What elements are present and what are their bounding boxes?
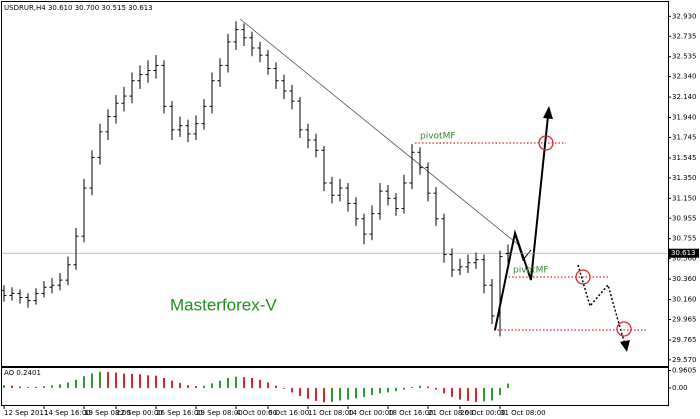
x-tick-label: 29 Sep 08:00 (196, 409, 243, 417)
y-tick-label: 29.965 (672, 315, 697, 323)
y-tick-label: 31.745 (672, 133, 697, 141)
alt-forecast-path (577, 264, 626, 346)
y-tick-label: 32.735 (672, 32, 697, 40)
pivot-circle (538, 135, 554, 151)
x-tick-label: 14 Oct 00:00 (348, 409, 394, 417)
x-tick-label: 18 Oct 16:00 (388, 409, 434, 417)
watermark: Masterforex-V (170, 295, 277, 314)
y-tick-label: 29.765 (672, 336, 697, 344)
x-tick-label: 21 Oct 08:00 (428, 409, 474, 417)
pivot-circle (575, 269, 591, 285)
last-price-label: 30.613 (671, 249, 696, 257)
x-tick-label: 4 Oct 00:00 (236, 409, 277, 417)
y-tick-label: 31.940 (672, 114, 697, 122)
price-panel-frame (1, 1, 669, 367)
y-tick-label: 30.160 (672, 296, 697, 304)
y-tick-label: 30.360 (672, 275, 697, 283)
arrow-head (620, 340, 630, 352)
pivot-circle (616, 321, 632, 337)
last-price-box (669, 248, 699, 258)
x-tick-label: 26 Sep 16:00 (156, 409, 203, 417)
x-tick-label: 19 Sep 08:00 (84, 409, 131, 417)
ao-tick-label: 0.00 (672, 384, 688, 392)
x-tick-label: 22 Sep 00:00 (116, 409, 163, 417)
ao-tick-label: 0.9605 (672, 367, 697, 375)
chart-header: USDRUR,H4 30.610 30.700 30.515 30.613 (4, 4, 153, 12)
y-tick-label: 32.140 (672, 93, 697, 101)
y-tick-label: 32.930 (672, 12, 697, 20)
y-tick-label: 29.570 (672, 356, 697, 364)
y-tick-label: 30.755 (672, 235, 697, 243)
arrow-head (543, 106, 553, 119)
pivot-label: pivotMF (513, 266, 549, 276)
ao-panel-frame (1, 367, 669, 406)
x-tick-label: 31 Oct 08:00 (500, 409, 546, 417)
x-tick-label: 12 Sep 2011 (4, 409, 48, 417)
y-tick-label: 32.340 (672, 73, 697, 81)
pivot-label: pivotMF (420, 132, 456, 142)
x-tick-label: 14 Sep 16:00 (44, 409, 91, 417)
ao-label: AO 0.2401 (4, 369, 41, 377)
x-tick-label: 26 Oct 00:00 (460, 409, 506, 417)
y-tick-label: 30.560 (672, 255, 697, 263)
x-tick-label: 6 Oct 16:00 (268, 409, 309, 417)
y-tick-label: 31.150 (672, 194, 697, 202)
y-tick-label: 32.535 (672, 53, 697, 61)
y-tick-label: 31.545 (672, 154, 697, 162)
trend-line (239, 18, 521, 247)
forecast-arrow (494, 115, 549, 331)
y-tick-label: 31.350 (672, 174, 697, 182)
y-tick-label: 30.955 (672, 214, 697, 222)
x-tick-label: 11 Oct 08:00 (308, 409, 354, 417)
